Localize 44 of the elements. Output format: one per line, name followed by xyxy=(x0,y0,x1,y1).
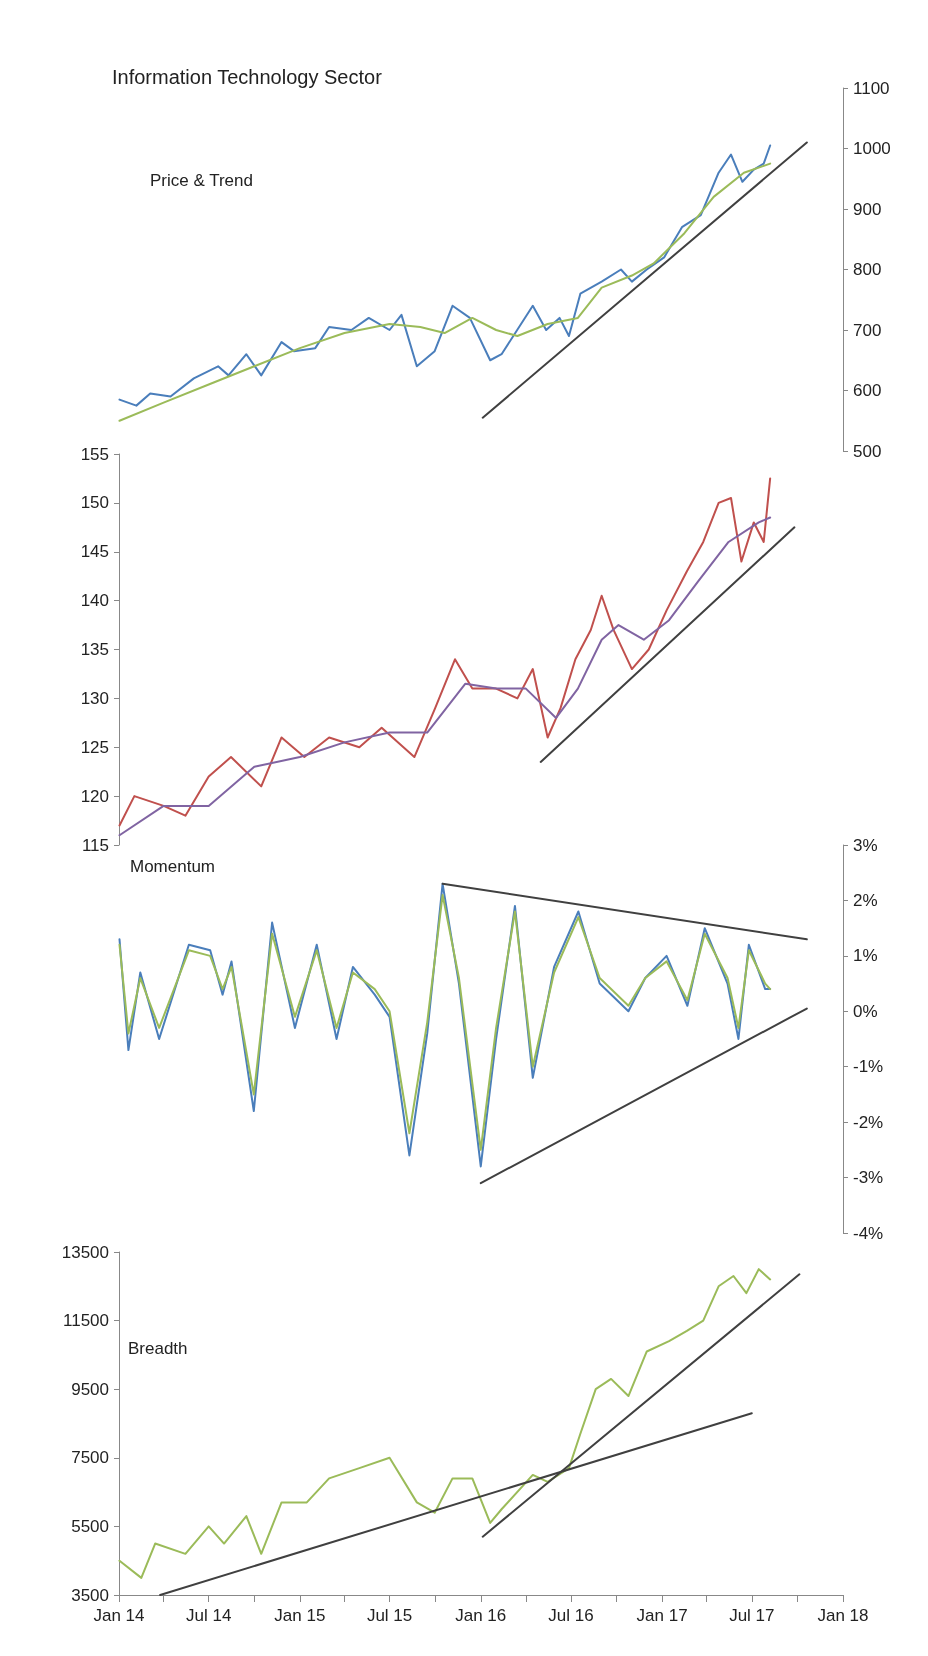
annotation: Momentum xyxy=(130,857,216,876)
x-tick-label: Jan 17 xyxy=(636,1606,688,1625)
y-tick-label: 120 xyxy=(80,786,109,806)
x-tick-label: Jan 15 xyxy=(274,1606,326,1625)
y2-tick-label: -2% xyxy=(853,1112,884,1132)
y-tick-label: 7500 xyxy=(71,1448,109,1468)
x-tick-label: Jul 16 xyxy=(548,1606,594,1625)
y2-tick-label: 700 xyxy=(853,320,882,340)
x-tick-label: Jul 14 xyxy=(186,1606,232,1625)
y-tick-label: 155 xyxy=(80,444,109,464)
line-series xyxy=(118,1268,772,1579)
y2-tick-label: 0% xyxy=(853,1001,878,1021)
y-tick-label: 13500 xyxy=(61,1242,109,1262)
chart-title: Information Technology Sector xyxy=(112,66,383,88)
y2-tick-label: 800 xyxy=(853,260,882,279)
y-tick-label: 5500 xyxy=(71,1516,109,1536)
y2-tick-label: 1100 xyxy=(853,78,890,98)
y-tick-label: 135 xyxy=(80,640,109,659)
y-tick-label: 11500 xyxy=(62,1311,109,1331)
y2-tick-label: -3% xyxy=(853,1168,884,1188)
y-tick-label: 140 xyxy=(80,591,109,611)
y2-tick-label: 3% xyxy=(853,835,878,855)
y2-tick-label: -1% xyxy=(853,1057,884,1077)
x-tick-label: Jan 16 xyxy=(455,1606,507,1625)
y-tick-label: 115 xyxy=(81,835,109,855)
y-tick-label: 150 xyxy=(80,493,109,513)
y2-tick-label: 1000 xyxy=(853,139,891,158)
annotation: Breadth xyxy=(128,1339,188,1358)
y2-tick-label: 2% xyxy=(853,890,878,910)
x-tick-label: Jan 14 xyxy=(93,1606,145,1625)
y2-tick-label: -4% xyxy=(853,1223,884,1243)
y-tick-label: 130 xyxy=(80,688,109,708)
annotation: Price & Trend xyxy=(150,171,253,190)
x-tick-label: Jul 17 xyxy=(729,1606,775,1625)
y2-tick-label: 600 xyxy=(853,381,882,400)
x-tick-label: Jul 15 xyxy=(366,1606,413,1625)
y-tick-label: 145 xyxy=(80,542,109,562)
y-tick-label: 9500 xyxy=(71,1379,109,1399)
y2-tick-label: 900 xyxy=(853,199,882,219)
y2-tick-label: 1% xyxy=(853,946,878,966)
y-tick-label: 125 xyxy=(80,737,109,757)
y-tick-label: 3500 xyxy=(71,1585,109,1605)
x-tick-label: Jan 18 xyxy=(817,1606,869,1625)
y2-tick-label: 500 xyxy=(853,441,882,461)
